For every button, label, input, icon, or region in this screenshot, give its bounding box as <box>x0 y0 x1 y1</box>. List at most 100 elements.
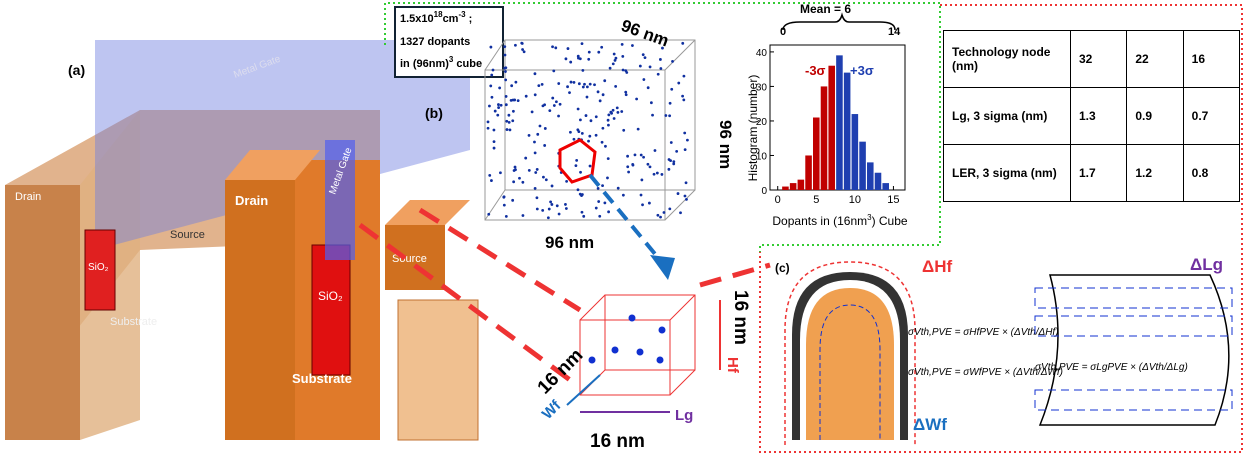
dopant-dot <box>597 51 600 54</box>
dopant-dot <box>639 65 642 68</box>
panel-label: (a) <box>68 62 85 78</box>
figure: (a) Metal Gate Metal Gate Drain Drain So… <box>0 0 1247 457</box>
dopant-dot <box>512 110 515 113</box>
dopant-dot <box>569 131 572 134</box>
dopant-dot <box>612 109 615 112</box>
dopant-dot <box>514 166 517 169</box>
dopant-dot <box>536 133 539 136</box>
dopant-dot <box>685 181 688 184</box>
table-cell: Technology node (nm) <box>944 31 1071 88</box>
dopant-dot <box>569 61 572 64</box>
edge-label: 96 nm <box>545 233 594 252</box>
dopant-dot <box>548 208 551 211</box>
dopant-dot <box>589 165 592 168</box>
dopant-dot <box>565 57 568 60</box>
dopant-dot <box>622 194 625 197</box>
dopant-dot <box>493 140 496 143</box>
unit-cube <box>580 295 695 395</box>
hist-ylabel: Histogram (number) <box>746 75 760 182</box>
x-tick-label: 15 <box>887 194 899 206</box>
dopant-dot <box>685 198 688 201</box>
dopant-dot <box>635 98 638 101</box>
hist-bar <box>836 55 843 190</box>
dopant-dot <box>521 48 524 51</box>
table-cell: 0.7 <box>1183 88 1239 145</box>
dopant-dot <box>622 69 625 72</box>
dopant-dot <box>626 165 629 168</box>
dopant-dot <box>607 124 610 127</box>
dopant-dot <box>668 158 671 161</box>
dopant-dot <box>577 108 580 111</box>
dopant-dot <box>601 141 604 144</box>
dopant-dot <box>621 55 624 58</box>
dopant-dot <box>601 184 604 187</box>
hist-bar <box>790 183 797 190</box>
range-max: 14 <box>888 26 901 38</box>
dopant-dot <box>661 173 664 176</box>
table-cell: 1.2 <box>1127 145 1183 202</box>
dopant-dot <box>649 66 652 69</box>
dopant-dot <box>582 215 585 218</box>
dopant-dot <box>534 171 537 174</box>
dopant-dot <box>675 150 678 153</box>
dopant-dot <box>537 84 540 87</box>
dopant-dot <box>505 95 508 98</box>
dopant-dot <box>590 119 593 122</box>
dopant-dot <box>625 93 628 96</box>
dopant-dot <box>607 157 610 160</box>
dopant-dot <box>599 99 602 102</box>
dopant-dot <box>534 72 537 75</box>
dopant-dot <box>609 111 612 114</box>
dopant-dot <box>616 111 619 114</box>
dopant-dot <box>670 141 673 144</box>
dopant-dot <box>654 149 657 152</box>
dopant-dot <box>490 179 493 182</box>
hf-label: Hf <box>724 357 741 374</box>
dopant-dot <box>614 59 617 62</box>
dopant-dot <box>595 134 598 137</box>
hist-bar <box>813 118 820 191</box>
dopant-dot <box>681 42 684 45</box>
panel-label: (b) <box>425 105 443 121</box>
minus-sigma: -3σ <box>805 63 826 78</box>
dopant-dot <box>686 139 689 142</box>
dopant-dot <box>573 81 576 84</box>
dopant-cube <box>485 40 695 220</box>
hist-mean: Mean = 6 <box>800 2 851 16</box>
dopant-dot <box>651 114 654 117</box>
wf-arrow <box>567 375 600 405</box>
dopant-dot <box>533 141 536 144</box>
dopant-dot <box>502 196 505 199</box>
dopant-dot <box>491 96 494 99</box>
hist-bar <box>844 73 851 190</box>
dopant-dot <box>603 79 606 82</box>
volume-label: in (96nm)3 cube <box>400 55 482 70</box>
dopant-dot <box>551 97 554 100</box>
table-cell: 16 <box>1183 31 1239 88</box>
dopant-dot <box>607 119 610 122</box>
dopant-dot <box>510 99 513 102</box>
source-label: Source <box>170 229 205 241</box>
dopant-dot <box>614 85 617 88</box>
dopant-dot <box>583 83 586 86</box>
dopant-dot <box>631 163 634 166</box>
dopant-dot <box>647 163 650 166</box>
dopant-dot <box>503 204 506 207</box>
dopant-dot <box>659 58 662 61</box>
dopant-dot <box>581 42 584 45</box>
dopant-dot <box>498 87 501 90</box>
dopant-dot <box>609 67 612 70</box>
dopant-dot <box>553 104 556 107</box>
dopant-dot <box>499 171 502 174</box>
dopant-dot <box>496 114 499 117</box>
dopant-dot <box>616 106 619 109</box>
dopant-dot <box>521 181 524 184</box>
dopant-dot <box>677 82 680 85</box>
dopant-dot <box>505 103 508 106</box>
dopant-dot <box>510 84 513 87</box>
dopant-dot <box>593 83 596 86</box>
dopant-dot <box>534 151 537 154</box>
arrow-head <box>650 255 675 280</box>
dopant-dot <box>588 51 591 54</box>
